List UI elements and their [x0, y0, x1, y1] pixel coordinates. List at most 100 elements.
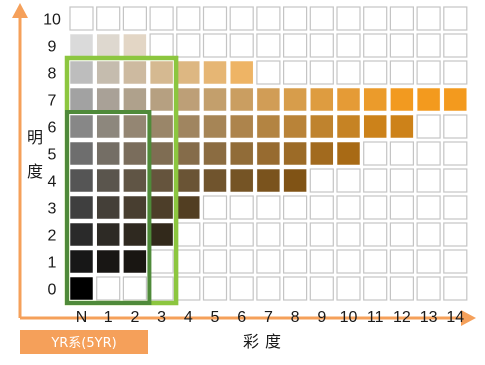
cell-v7-c11 [364, 88, 387, 111]
cell-v2-c10 [337, 223, 360, 246]
cell-v0-c5 [204, 277, 227, 300]
cell-v8-c7 [257, 61, 280, 84]
cell-v3-c6 [230, 196, 253, 219]
cell-v5-c10 [337, 142, 360, 165]
cell-v1-c1 [97, 250, 120, 273]
cell-v10-c4 [177, 7, 200, 30]
cell-v9-c1 [97, 34, 120, 57]
cell-v0-c4 [177, 277, 200, 300]
cell-v10-c11 [364, 7, 387, 30]
cell-v9-c5 [204, 34, 227, 57]
cell-v8-c5 [204, 61, 227, 84]
cell-v9-c12 [390, 34, 413, 57]
cell-v6-c6 [230, 115, 253, 138]
cell-v6-c3 [150, 115, 173, 138]
cell-v6-c7 [257, 115, 280, 138]
y-tick-labels: 012345678910 [43, 12, 61, 299]
cell-v7-c6 [230, 88, 253, 111]
cell-v3-c7 [257, 196, 280, 219]
cell-v1-c6 [230, 250, 253, 273]
cell-v2-c7 [257, 223, 280, 246]
cell-v5-c8 [284, 142, 307, 165]
cell-v10-c3 [150, 7, 173, 30]
cell-v10-c2 [123, 7, 146, 30]
cell-v7-c1 [97, 88, 120, 111]
cell-v0-c7 [257, 277, 280, 300]
y-tick-1: 1 [48, 255, 57, 272]
cell-v8-c4 [177, 61, 200, 84]
y-tick-8: 8 [48, 66, 57, 83]
cell-v0-c11 [364, 277, 387, 300]
cell-v3-c12 [390, 196, 413, 219]
cell-v10-c13 [417, 7, 440, 30]
cell-v7-c10 [337, 88, 360, 111]
cell-v7-c14 [444, 88, 467, 111]
cell-v0-c14 [444, 277, 467, 300]
cell-v1-c10 [337, 250, 360, 273]
cell-v5-c6 [230, 142, 253, 165]
cell-v5-c11 [364, 142, 387, 165]
cell-v2-c9 [310, 223, 333, 246]
cell-v4-c7 [257, 169, 280, 192]
cell-v4-c10 [337, 169, 360, 192]
cell-v4-c6 [230, 169, 253, 192]
cell-v2-c13 [417, 223, 440, 246]
x-tick-labels: N 1 2 3 4 5 6 7 8 9 10 11 12 13 14 [76, 309, 465, 326]
cell-v0-c6 [230, 277, 253, 300]
cell-v5-c2 [123, 142, 146, 165]
y-tick-4: 4 [48, 174, 57, 191]
cell-v9-c9 [310, 34, 333, 57]
cell-v4-c14 [444, 169, 467, 192]
cell-v6-c12 [390, 115, 413, 138]
cell-v3-c2 [123, 196, 146, 219]
cell-v8-c1 [97, 61, 120, 84]
cell-v0-c1 [97, 277, 120, 300]
cell-v6-c4 [177, 115, 200, 138]
cell-v7-c12 [390, 88, 413, 111]
cell-v10-c8 [284, 7, 307, 30]
cell-v1-c3 [150, 250, 173, 273]
cell-v5-c5 [204, 142, 227, 165]
cell-v8-cN [70, 61, 93, 84]
cell-v7-cN [70, 88, 93, 111]
cell-v4-c9 [310, 169, 333, 192]
cell-v5-c14 [444, 142, 467, 165]
cell-v10-c6 [230, 7, 253, 30]
cell-v0-c9 [310, 277, 333, 300]
cell-v3-c14 [444, 196, 467, 219]
cell-v7-c9 [310, 88, 333, 111]
cell-v1-c9 [310, 250, 333, 273]
cell-v8-c2 [123, 61, 146, 84]
x-tick-9: 9 [317, 309, 326, 326]
cell-v8-c14 [444, 61, 467, 84]
cell-v0-c10 [337, 277, 360, 300]
cell-v3-c11 [364, 196, 387, 219]
cell-v4-cN [70, 169, 93, 192]
cell-v1-c14 [444, 250, 467, 273]
cell-v9-c4 [177, 34, 200, 57]
cell-v8-c8 [284, 61, 307, 84]
x-axis-title: 彩度 [243, 332, 287, 351]
cell-v5-c12 [390, 142, 413, 165]
cell-v10-c10 [337, 7, 360, 30]
cell-v2-c1 [97, 223, 120, 246]
cell-v7-c5 [204, 88, 227, 111]
cell-v7-c7 [257, 88, 280, 111]
x-tick-13: 13 [420, 309, 438, 326]
cell-v1-c7 [257, 250, 280, 273]
cell-v8-c12 [390, 61, 413, 84]
x-tick-12: 12 [393, 309, 411, 326]
cell-v2-c2 [123, 223, 146, 246]
cell-v0-c2 [123, 277, 146, 300]
y-tick-2: 2 [48, 228, 57, 245]
x-tick-14: 14 [446, 309, 464, 326]
y-tick-0: 0 [48, 282, 57, 299]
cell-v0-cN [70, 277, 93, 300]
cell-v9-c2 [123, 34, 146, 57]
cell-v1-c12 [390, 250, 413, 273]
y-tick-9: 9 [48, 39, 57, 56]
cell-v6-c9 [310, 115, 333, 138]
cell-v4-c11 [364, 169, 387, 192]
cell-v7-c13 [417, 88, 440, 111]
